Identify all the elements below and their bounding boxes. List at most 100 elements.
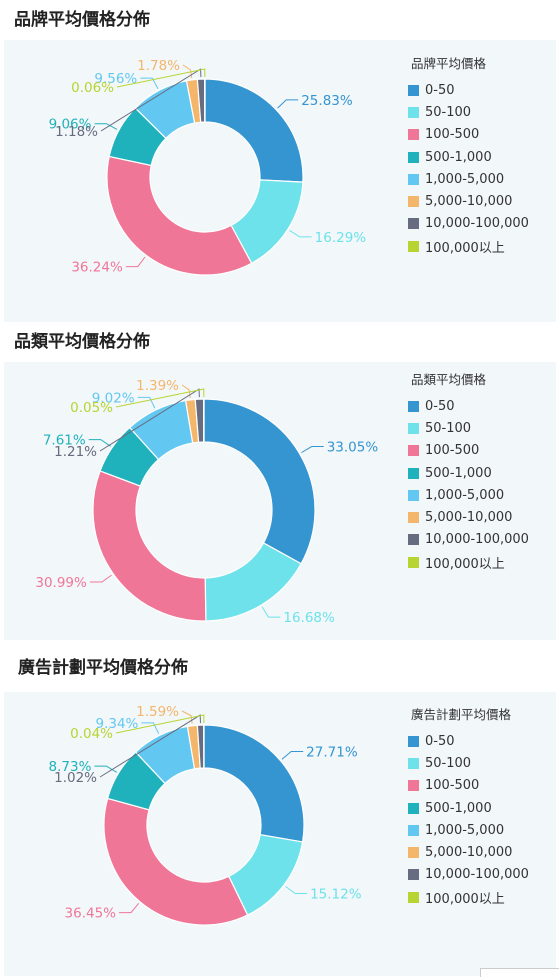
legend-swatch	[408, 468, 419, 479]
legend-label: 500-1,000	[425, 150, 492, 165]
legend-item[interactable]: 100,000以上	[408, 886, 529, 908]
donut-slice[interactable]	[205, 79, 303, 182]
legend-swatch	[408, 129, 419, 140]
legend: 品類平均價格 0-50 50-100 100-500 500-1,000 1,000-5…	[408, 369, 529, 573]
legend-label: 10,000-100,000	[425, 216, 529, 231]
legend-item[interactable]: 5,000-10,000	[408, 506, 529, 528]
donut-slice[interactable]	[204, 399, 315, 564]
legend-item[interactable]: 1,000-5,000	[408, 819, 529, 841]
legend-item[interactable]: 50-100	[408, 417, 529, 439]
legend-swatch	[408, 445, 419, 456]
legend-label: 5,000-10,000	[425, 845, 512, 860]
legend-item[interactable]: 500-1,000	[408, 797, 529, 819]
legend-swatch	[408, 803, 419, 814]
legend-item[interactable]: 100-500	[408, 124, 529, 146]
legend-item[interactable]: 100,000以上	[408, 551, 529, 573]
legend-label: 100,000以上	[425, 888, 505, 907]
legend-item[interactable]: 10,000-100,000	[408, 864, 529, 886]
legend-item[interactable]: 500-1,000	[408, 146, 529, 168]
legend-label: 50-100	[425, 105, 471, 120]
legend-item[interactable]: 5,000-10,000	[408, 841, 529, 863]
legend-item[interactable]: 1,000-5,000	[408, 484, 529, 506]
data-label: 16.29%	[315, 230, 367, 246]
legend-label: 50-100	[425, 421, 471, 436]
legend-label: 100,000以上	[425, 237, 505, 256]
legend-item[interactable]: 10,000-100,000	[408, 213, 529, 235]
data-label: 1.02%	[54, 770, 97, 786]
legend-swatch	[408, 780, 419, 791]
legend-item[interactable]: 100-500	[408, 775, 529, 797]
chart-panel: 33.05%16.68%30.99%7.61%9.02%1.39%1.21%0.…	[4, 362, 556, 640]
legend-label: 100-500	[425, 443, 479, 458]
legend-swatch	[408, 736, 419, 747]
legend-swatch	[408, 512, 419, 523]
legend-item[interactable]: 50-100	[408, 752, 529, 774]
data-label: 30.99%	[35, 575, 87, 591]
legend-label: 50-100	[425, 756, 471, 771]
data-label: 25.83%	[301, 93, 353, 109]
legend-label: 0-50	[425, 399, 455, 414]
legend-label: 0-50	[425, 734, 455, 749]
data-label: 27.71%	[306, 745, 358, 761]
legend-item[interactable]: 0-50	[408, 79, 529, 101]
legend-swatch	[408, 758, 419, 769]
legend-title: 品牌平均價格	[411, 53, 529, 72]
legend-label: 10,000-100,000	[425, 532, 529, 547]
chart-panel: 25.83%16.29%36.24%9.06%9.56%1.78%1.18%0.…	[4, 40, 556, 322]
legend-swatch	[408, 196, 419, 207]
donut-slice[interactable]	[104, 798, 248, 925]
legend-item[interactable]: 500-1,000	[408, 462, 529, 484]
legend-label: 1,000-5,000	[425, 172, 504, 187]
legend-swatch	[408, 557, 419, 568]
data-label: 36.45%	[65, 906, 117, 922]
legend-item[interactable]: 50-100	[408, 101, 529, 123]
legend-swatch	[408, 869, 419, 880]
legend-swatch	[408, 152, 419, 163]
legend-item[interactable]: 1,000-5,000	[408, 168, 529, 190]
legend-title: 廣告計劃平均價格	[411, 704, 529, 723]
chart-title: 廣告計劃平均價格分佈	[0, 648, 559, 688]
legend-swatch	[408, 825, 419, 836]
chart-section-category: 品類平均價格分佈 33.05%16.68%30.99%7.61%9.02%1.3…	[0, 322, 559, 640]
legend-item[interactable]: 100-500	[408, 440, 529, 462]
chart-section-ad-plan: 廣告計劃平均價格分佈 27.71%15.12%36.45%8.73%9.34%1…	[0, 640, 559, 976]
data-label: 0.05%	[70, 400, 113, 416]
chart-panel: 27.71%15.12%36.45%8.73%9.34%1.59%1.02%0.…	[4, 692, 556, 976]
legend-label: 100-500	[425, 127, 479, 142]
legend-swatch	[408, 534, 419, 545]
legend-label: 100,000以上	[425, 553, 505, 572]
legend-label: 1,000-5,000	[425, 488, 504, 503]
data-label: 16.68%	[283, 610, 335, 626]
legend-item[interactable]: 10,000-100,000	[408, 529, 529, 551]
legend-swatch	[408, 218, 419, 229]
donut-slice[interactable]	[204, 725, 304, 842]
legend-label: 0-50	[425, 83, 455, 98]
data-label: 1.21%	[54, 444, 97, 460]
legend-swatch	[408, 85, 419, 96]
data-label: 0.04%	[70, 726, 113, 742]
legend-swatch	[408, 401, 419, 412]
legend-item[interactable]: 0-50	[408, 730, 529, 752]
donut-slice[interactable]	[93, 471, 206, 621]
legend: 品牌平均價格 0-50 50-100 100-500 500-1,000 1,000-5…	[408, 53, 529, 257]
legend-swatch	[408, 107, 419, 118]
legend-swatch	[408, 174, 419, 185]
legend-swatch	[408, 490, 419, 501]
legend-item[interactable]: 5,000-10,000	[408, 190, 529, 212]
legend-item[interactable]: 100,000以上	[408, 235, 529, 257]
data-label: 15.12%	[310, 887, 362, 903]
chart-title: 品牌平均價格分佈	[0, 0, 559, 40]
legend-label: 100-500	[425, 778, 479, 793]
legend-swatch	[408, 847, 419, 858]
legend-item[interactable]: 0-50	[408, 395, 529, 417]
donut-slice[interactable]	[107, 156, 252, 275]
legend-label: 500-1,000	[425, 466, 492, 481]
legend-title: 品類平均價格	[411, 369, 529, 388]
chart-section-brand: 品牌平均價格分佈 25.83%16.29%36.24%9.06%9.56%1.7…	[0, 0, 559, 322]
data-label: 36.24%	[71, 260, 123, 276]
data-label: 33.05%	[327, 440, 379, 456]
data-label: 0.06%	[71, 80, 114, 96]
legend-label: 5,000-10,000	[425, 194, 512, 209]
data-label: 1.39%	[136, 378, 179, 394]
